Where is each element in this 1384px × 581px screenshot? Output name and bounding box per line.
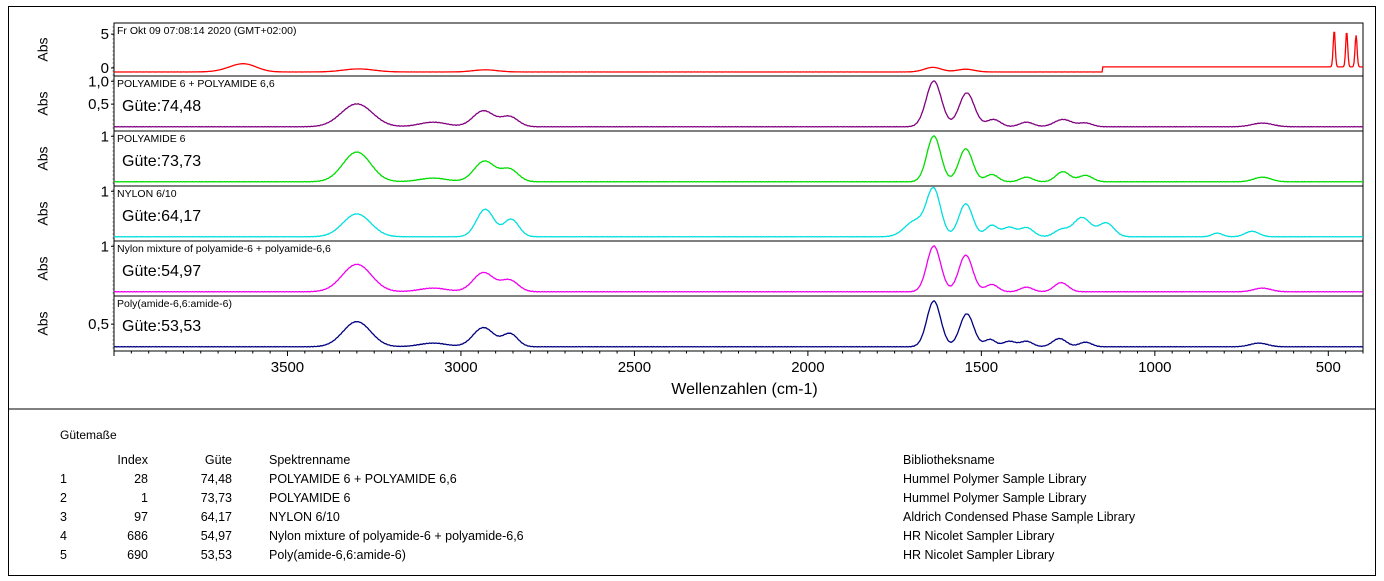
- panel-guete-label: Güte:74,48: [122, 98, 201, 115]
- panel-guete-label: Güte:54,97: [122, 263, 201, 280]
- spectrum-line: [113, 135, 1364, 183]
- panel-title: POLYAMIDE 6 + POLYAMIDE 6,6: [117, 78, 275, 90]
- spectrum-panel-6: Abs 0,5 Poly(amide-6,6:amide-6) Güte:53,53: [35, 295, 1364, 352]
- x-tick-label: 500: [1316, 359, 1341, 376]
- panel-title: Fr Okt 09 07:08:14 2020 (GMT+02:00): [117, 25, 296, 37]
- panel-guete-label: Güte:64,17: [122, 208, 201, 225]
- spectrum-panel-5: Abs 1 Nylon mixture of polyamide-6 + polya…: [35, 238, 1364, 297]
- panel-frame: [113, 22, 1364, 77]
- y-tick-label: 0: [101, 60, 109, 77]
- spectrum-panel-1: Abs 0 5 Fr Okt 09 07:08:14 2020 (GMT+02:00): [35, 22, 1364, 77]
- panel-frame: [113, 75, 1364, 132]
- y-tick-label: 1: [101, 128, 109, 145]
- y-axis-label: Abs: [35, 201, 51, 225]
- panel-title: POLYAMIDE 6: [117, 133, 186, 145]
- y-axis-label: Abs: [35, 37, 51, 61]
- panel-frame: [113, 295, 1364, 352]
- x-tick-label: 1500: [965, 359, 998, 376]
- spectrum-line: [113, 245, 1364, 293]
- spectrum-panel-2: Abs 0,5 1,0 POLYAMIDE 6 + POLYAMIDE 6,6 Güte…: [35, 73, 1364, 132]
- y-axis-label: Abs: [35, 256, 51, 280]
- spectrum-line: [114, 31, 1363, 73]
- y-tick-label: 0,5: [88, 96, 109, 113]
- spectrum-panel-4: Abs 1 NYLON 6/10 Güte:64,17: [35, 183, 1364, 242]
- panel-guete-label: Güte:53,53: [122, 318, 201, 335]
- spectrum-line: [113, 300, 1364, 348]
- report-frame: [8, 6, 1376, 576]
- spectrum-line: [113, 80, 1364, 128]
- panel-title: NYLON 6/10: [117, 188, 177, 200]
- x-tick-label: 1000: [1138, 359, 1171, 376]
- panel-frame: [113, 130, 1364, 187]
- spectrum-line: [113, 186, 1364, 238]
- x-tick-label: 3000: [444, 359, 477, 376]
- y-axis-label: Abs: [35, 311, 51, 335]
- spectrum-panel-3: Abs 1 POLYAMIDE 6 Güte:73,73: [35, 128, 1364, 187]
- y-tick-label: 5: [101, 26, 109, 43]
- y-tick-label: 1: [101, 183, 109, 200]
- spectra-chart: Abs 0 5 Fr Okt 09 07:08:14 2020 (GMT+02:00)…: [8, 22, 1376, 410]
- y-tick-label: 0,5: [88, 316, 109, 333]
- panel-frame: [113, 185, 1364, 242]
- y-axis-label: Abs: [35, 146, 51, 170]
- y-axis-label: Abs: [35, 91, 51, 115]
- x-tick-label: 3500: [271, 359, 304, 376]
- y-tick-label: 1: [101, 238, 109, 255]
- y-tick-label: 1,0: [88, 73, 109, 90]
- panel-title: Nylon mixture of polyamide-6 + polyamide…: [117, 243, 331, 255]
- panel-title: Poly(amide-6,6:amide-6): [117, 298, 232, 310]
- panel-guete-label: Güte:73,73: [122, 153, 201, 170]
- x-tick-label: 2500: [618, 359, 651, 376]
- x-tick-label: 2000: [791, 359, 824, 376]
- x-axis-label: Wellenzahlen (cm-1): [671, 381, 817, 398]
